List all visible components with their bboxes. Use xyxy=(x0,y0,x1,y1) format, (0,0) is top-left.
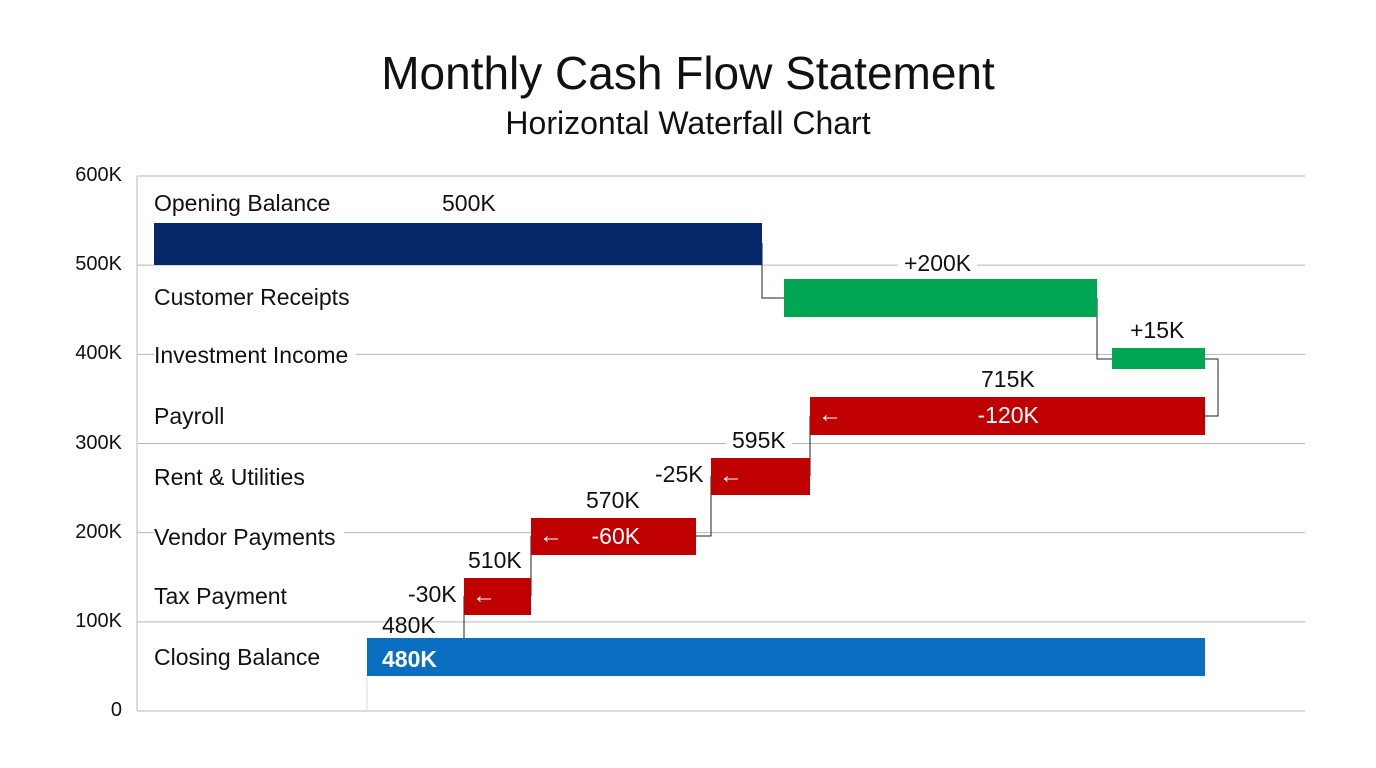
category-label: Tax Payment xyxy=(154,583,295,610)
category-label: Rent & Utilities xyxy=(154,464,313,491)
bar-total xyxy=(154,223,762,265)
value-label: 480K xyxy=(382,646,437,672)
y-tick-label: 300K xyxy=(75,431,122,454)
y-tick-label: 600K xyxy=(75,164,122,186)
running-total-label: 595K xyxy=(726,427,792,454)
y-tick-label: 100K xyxy=(75,609,122,632)
connector-line xyxy=(761,243,784,299)
running-total-label: 480K xyxy=(382,612,436,638)
category-label: Opening Balance xyxy=(154,190,339,217)
bar-decrease xyxy=(810,397,1205,435)
running-total-label: 570K xyxy=(580,487,646,514)
y-tick-label: 0 xyxy=(110,699,122,721)
y-tick-label: 400K xyxy=(75,342,122,365)
value-label: +200K xyxy=(898,250,978,277)
running-total-label: 715K xyxy=(975,366,1041,393)
chart-title: Monthly Cash Flow Statement xyxy=(381,47,995,99)
bar-increase xyxy=(1112,348,1205,369)
value-label: -25K xyxy=(655,460,704,487)
bar-decrease xyxy=(711,458,810,495)
arrow-left-icon: ← xyxy=(719,461,743,489)
y-tick-label: 200K xyxy=(75,520,122,543)
bar-decrease xyxy=(531,518,696,555)
value-label: -120K xyxy=(977,402,1039,428)
value-label: +15K xyxy=(1124,317,1191,344)
category-label: Closing Balance xyxy=(154,644,329,671)
connector-line xyxy=(1096,298,1112,360)
value-label: -30K xyxy=(408,580,457,607)
chart-subtitle: Horizontal Waterfall Chart xyxy=(505,105,871,141)
running-total-label: 510K xyxy=(462,547,528,574)
connector-line xyxy=(696,476,712,537)
arrow-left-icon: ← xyxy=(472,581,496,609)
category-label: Vendor Payments xyxy=(154,524,344,551)
connector-line xyxy=(1205,358,1219,417)
category-label: Investment Income xyxy=(154,342,357,369)
category-label: Customer Receipts xyxy=(154,284,358,311)
value-label: 500K xyxy=(436,190,502,217)
value-label: -60K xyxy=(591,522,641,549)
bar-decrease xyxy=(464,578,531,615)
arrow-left-icon: ← xyxy=(539,521,563,549)
bar-total xyxy=(367,638,1205,676)
bar-increase xyxy=(784,279,1097,317)
category-label: Payroll xyxy=(154,403,233,430)
arrow-left-icon: ← xyxy=(818,401,842,428)
y-tick-label: 500K xyxy=(75,253,122,276)
